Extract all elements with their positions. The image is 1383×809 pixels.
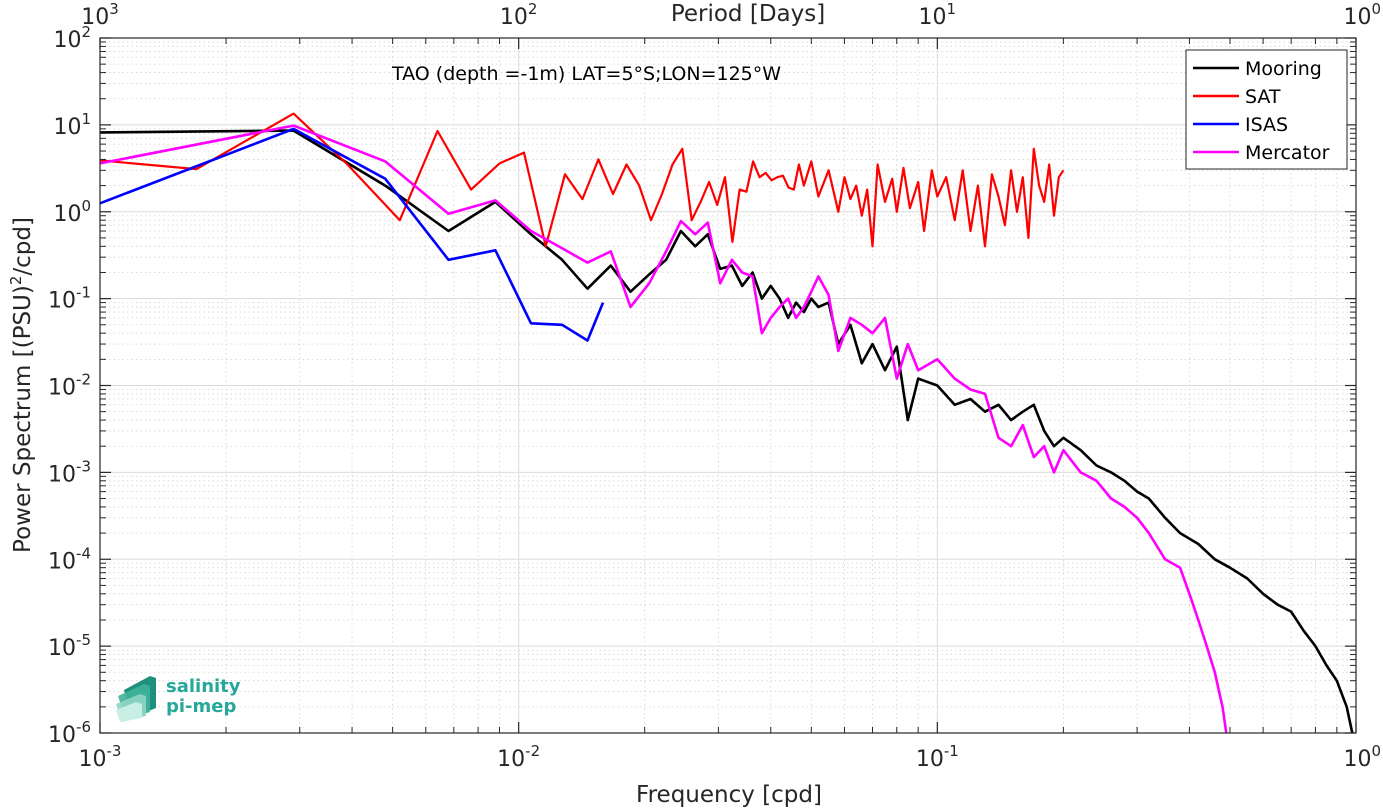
y-axis-label-tail: /cpd] (10, 217, 36, 276)
legend-item-sat: SAT (1193, 86, 1281, 108)
top-tick-label: 100 (1343, 0, 1381, 30)
legend: Mooring SAT ISAS Mercator (1185, 49, 1348, 170)
y-axis-label-sup: 2 (7, 276, 25, 286)
legend-item-isas: ISAS (1193, 114, 1288, 136)
logo-text-pi-mep: pi-mep (166, 696, 236, 717)
top-tick-label: 103 (81, 0, 119, 30)
y-tick-label: 10-2 (48, 371, 91, 401)
legend-label-sat: SAT (1245, 86, 1281, 108)
top-tick-label: 101 (919, 0, 957, 30)
series-sat (99, 112, 1065, 248)
y-tick-label: 100 (53, 197, 91, 227)
legend-item-mercator: Mercator (1193, 142, 1330, 164)
y-tick-labels: 102 101 100 10-1 10-2 10-3 10-4 10-5 10-6 (48, 23, 91, 748)
y-axis-label-main: Power Spectrum [(PSU) (10, 285, 36, 553)
logo-waves-icon (116, 676, 156, 722)
x-tick-label: 10-2 (497, 742, 540, 772)
legend-box (1185, 49, 1348, 170)
legend-item-mooring: Mooring (1193, 58, 1322, 80)
y-tick-label: 10-5 (48, 631, 91, 661)
salinity-pi-mep-logo: salinity pi-mep (116, 676, 241, 722)
tick-marks (99, 37, 1357, 734)
x-tick-labels: 10-3 10-2 10-1 100 (79, 742, 1381, 772)
series-mooring (99, 129, 1354, 734)
y-tick-label: 10-1 (48, 284, 91, 314)
x-tick-label: 10-3 (79, 742, 122, 772)
series-isas (99, 127, 605, 342)
mercator-line (99, 124, 1228, 734)
x-axis-label: Frequency [cpd] (636, 782, 822, 808)
series-mercator (99, 124, 1228, 734)
y-tick-label: 10-6 (48, 718, 91, 748)
mooring-line (99, 129, 1354, 734)
x-tick-label: 10-1 (916, 742, 959, 772)
station-annotation: TAO (depth =-1m) LAT=5°S;LON=125°W (391, 63, 781, 85)
isas-line (99, 127, 605, 342)
series-layer (99, 112, 1354, 734)
y-axis-label: Power Spectrum [(PSU)2/cpd] (7, 217, 36, 553)
top-tick-labels: 103 102 101 100 (81, 0, 1381, 30)
y-tick-label: 10-4 (48, 544, 91, 574)
legend-label-mercator: Mercator (1245, 142, 1330, 164)
y-tick-label: 10-3 (48, 457, 91, 487)
top-axis-label: Period [Days] (671, 1, 825, 27)
y-tick-label: 101 (53, 110, 91, 140)
x-tick-label: 100 (1343, 742, 1381, 772)
legend-label-isas: ISAS (1245, 114, 1288, 136)
y-tick-label: 102 (53, 23, 91, 53)
top-tick-label: 102 (500, 0, 538, 30)
logo-text-salinity: salinity (166, 676, 241, 697)
sat-line (99, 112, 1065, 248)
legend-label-mooring: Mooring (1245, 58, 1322, 80)
